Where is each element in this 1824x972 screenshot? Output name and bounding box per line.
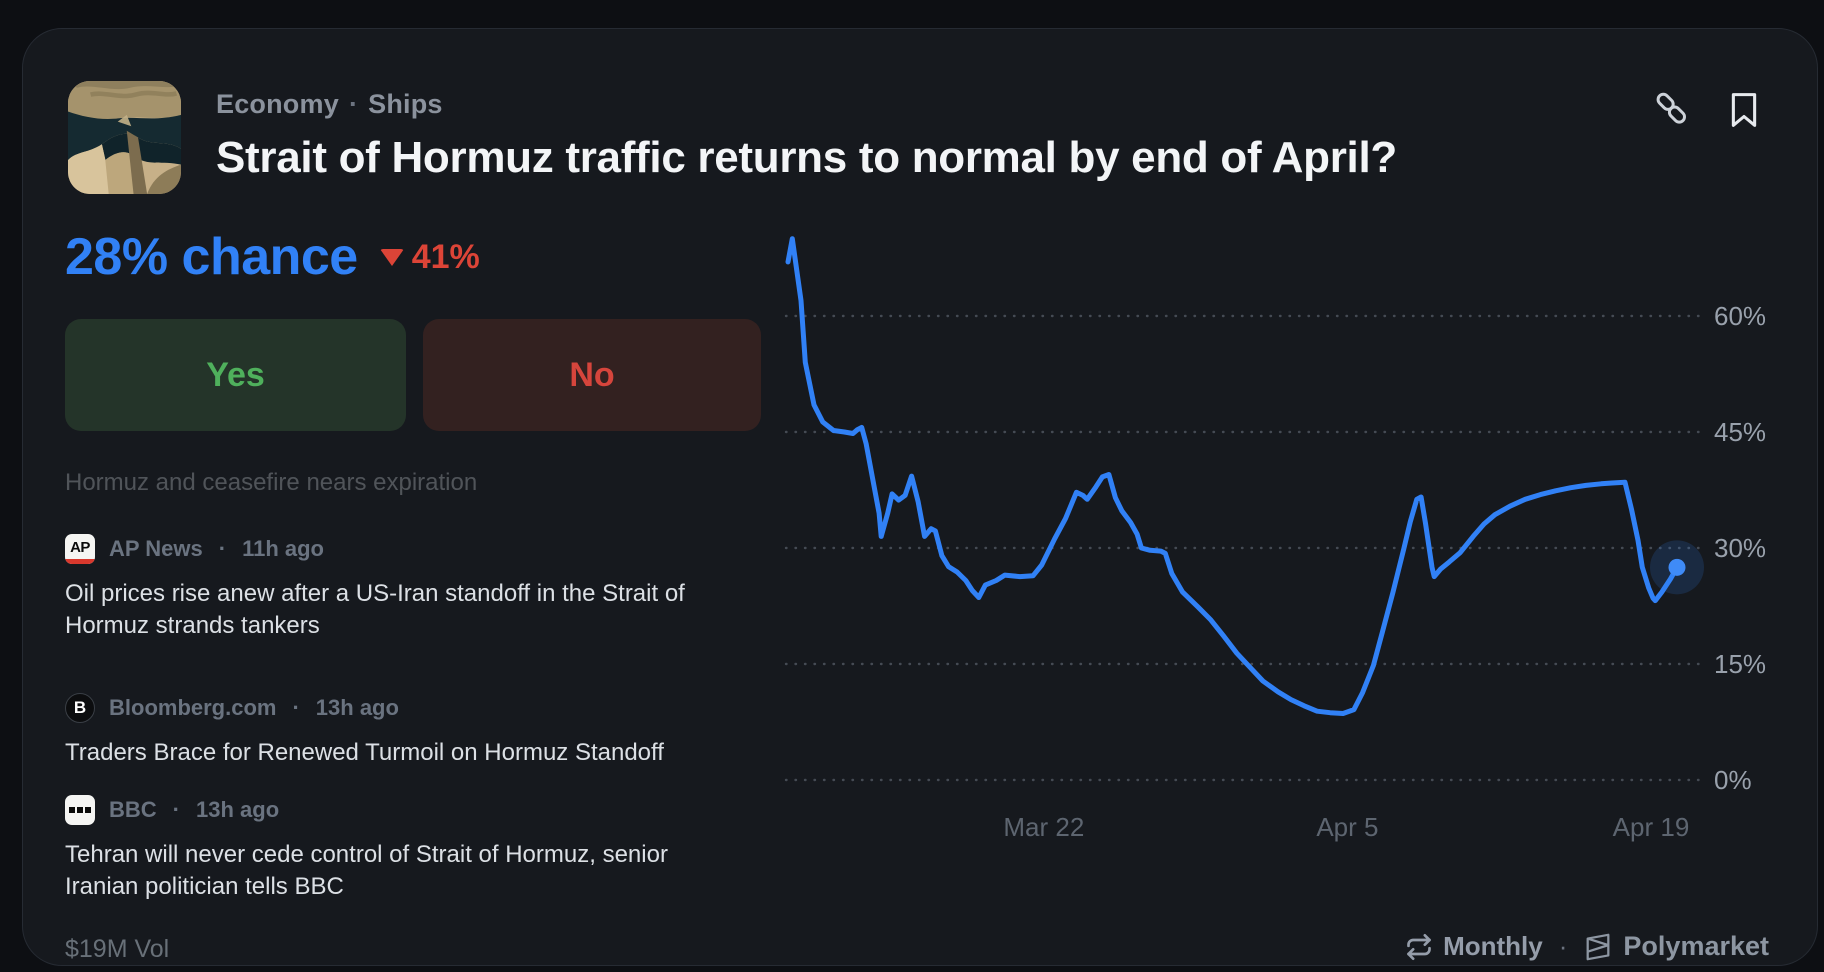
no-button[interactable]: No <box>423 319 761 431</box>
breadcrumb: Economy · Ships <box>216 89 443 120</box>
news-separator: · <box>292 695 300 720</box>
market-card: Economy · Ships Strait of Hormuz traffic r… <box>22 28 1818 966</box>
volume-label: $19M Vol <box>65 935 170 963</box>
yes-button[interactable]: Yes <box>65 319 406 431</box>
strait-of-hormuz-satellite-image <box>68 81 181 194</box>
news-time: 13h ago <box>196 797 280 822</box>
polymarket-brand[interactable]: Polymarket <box>1583 931 1769 962</box>
bookmark-icon[interactable] <box>1731 92 1757 128</box>
change-value: 41% <box>411 237 480 276</box>
frequency-label: Monthly <box>1443 931 1543 961</box>
breadcrumb-separator: · <box>348 89 359 119</box>
news-source: AP News <box>109 536 203 561</box>
arrow-down-icon <box>379 248 404 266</box>
news-time: 11h ago <box>242 536 324 561</box>
news-headline[interactable]: Tehran will never cede control of Strait… <box>65 841 668 900</box>
news-item: AP AP News · 11h ago Oil prices rise ane… <box>65 534 765 642</box>
news-item: BBC · 13h ago Tehran will never cede con… <box>65 795 765 903</box>
news-item: B Bloomberg.com · 13h ago Traders Brace … <box>65 693 765 769</box>
polymarket-label: Polymarket <box>1623 931 1769 961</box>
news-source: Bloomberg.com <box>109 695 277 720</box>
breadcrumb-subcategory[interactable]: Ships <box>368 89 443 119</box>
news-headline[interactable]: Oil prices rise anew after a US-Iran sta… <box>65 580 685 639</box>
news-source: BBC <box>109 797 157 822</box>
odds-row: 28% chance 41% <box>65 227 480 287</box>
bbc-icon <box>65 795 95 825</box>
news-time: 13h ago <box>315 695 399 720</box>
news-headline[interactable]: Traders Brace for Renewed Turmoil on Hor… <box>65 739 664 766</box>
news-separator: · <box>218 536 227 561</box>
price-change: 41% <box>379 237 480 277</box>
news-separator: · <box>172 797 180 822</box>
frequency-toggle[interactable]: Monthly <box>1405 931 1543 962</box>
ap-news-icon: AP <box>65 534 95 564</box>
breadcrumb-category[interactable]: Economy <box>216 89 339 119</box>
copy-link-icon[interactable] <box>1655 91 1689 129</box>
bloomberg-icon: B <box>65 693 95 723</box>
polymarket-logo-icon <box>1586 933 1610 960</box>
faded-news-headline[interactable]: Hormuz and ceasefire nears expiration <box>65 469 478 496</box>
chance-value: 28% chance <box>65 228 358 286</box>
market-title[interactable]: Strait of Hormuz traffic returns to norm… <box>216 133 1397 182</box>
market-thumbnail <box>68 81 181 194</box>
footer-separator: · <box>1558 931 1568 961</box>
repeat-icon <box>1407 933 1431 960</box>
